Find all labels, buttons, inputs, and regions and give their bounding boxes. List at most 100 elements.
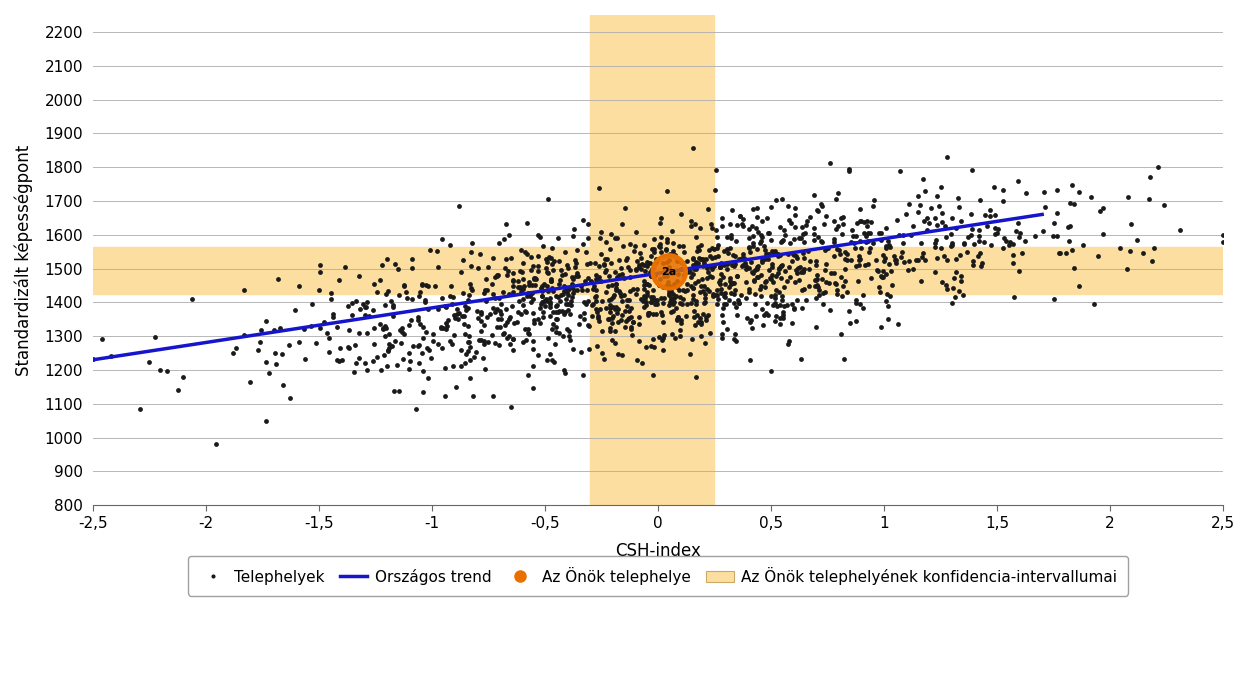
Point [649, 331, 669, 342]
Point [594, 260, 614, 271]
Point [691, 253, 711, 264]
Point [682, 252, 702, 263]
Point [503, 276, 522, 287]
Point [621, 302, 641, 313]
Point [362, 355, 382, 366]
Point [500, 339, 520, 350]
Point [559, 284, 579, 295]
Point [740, 354, 760, 365]
Point [709, 251, 729, 262]
Point [344, 366, 364, 377]
Point [510, 286, 530, 297]
Point [630, 319, 650, 330]
Point [411, 348, 431, 359]
Point [562, 292, 582, 303]
Point [950, 249, 970, 260]
Point [859, 227, 879, 238]
Point [872, 271, 892, 282]
Point [696, 254, 716, 265]
Point [541, 282, 561, 293]
Point [634, 259, 654, 270]
Point [871, 271, 891, 282]
Point [440, 291, 460, 302]
Point [622, 317, 642, 328]
Point [850, 259, 870, 270]
Point [790, 354, 810, 365]
Point [256, 415, 276, 426]
Point [626, 284, 646, 295]
Point [530, 317, 550, 328]
Point [589, 183, 609, 194]
Point [934, 251, 954, 262]
Point [695, 289, 715, 300]
Point [935, 221, 955, 232]
Point [485, 307, 505, 318]
Point [961, 229, 981, 240]
Point [604, 289, 624, 300]
Point [839, 166, 859, 177]
Point [774, 282, 794, 293]
Point [800, 212, 820, 223]
Point [310, 259, 330, 270]
Point [579, 320, 599, 331]
Point [569, 271, 589, 282]
Point [770, 300, 790, 311]
Point [870, 322, 890, 333]
Point [1009, 266, 1029, 277]
Point [804, 189, 824, 200]
Point [730, 211, 750, 222]
Point [645, 294, 665, 305]
Point [850, 235, 870, 246]
Point [836, 249, 856, 260]
Point [936, 280, 956, 291]
Point [640, 291, 660, 302]
Point [765, 315, 785, 326]
Point [782, 299, 802, 310]
Point [840, 317, 860, 328]
Point [382, 300, 402, 311]
Point [725, 328, 745, 339]
Point [330, 342, 350, 353]
Point [598, 253, 618, 264]
Point [700, 250, 720, 261]
Point [771, 273, 791, 284]
Point [661, 293, 681, 304]
Point [866, 255, 886, 266]
Point [402, 263, 422, 274]
Point [491, 308, 511, 319]
Point [758, 309, 778, 320]
Point [732, 261, 752, 272]
Point [811, 200, 831, 211]
Point [676, 267, 696, 278]
Point [606, 308, 626, 319]
Point [772, 291, 792, 302]
Point [751, 230, 771, 241]
Point [640, 267, 660, 278]
Point [739, 263, 759, 274]
Point [745, 311, 765, 322]
Point [531, 286, 551, 297]
Point [618, 253, 638, 264]
Point [589, 315, 609, 326]
Point [355, 309, 375, 320]
Point [618, 295, 638, 306]
Point [1142, 256, 1162, 267]
Point [1118, 192, 1138, 203]
Point [968, 251, 988, 262]
Legend: Telephelyek, Országos trend, Az Önök telephelye, Az Önök telephelyének konfidenc: Telephelyek, Országos trend, Az Önök tel… [188, 556, 1128, 596]
Point [525, 273, 545, 284]
Point [925, 238, 945, 249]
Point [972, 258, 992, 269]
Point [522, 280, 542, 291]
Point [838, 254, 858, 265]
Point [645, 234, 665, 245]
Point [689, 317, 709, 328]
Point [540, 299, 560, 310]
Point [862, 237, 882, 248]
Point [503, 344, 522, 355]
Point [355, 357, 375, 368]
Point [650, 238, 670, 249]
Point [902, 264, 922, 275]
Point [442, 299, 462, 310]
Point [568, 284, 588, 295]
